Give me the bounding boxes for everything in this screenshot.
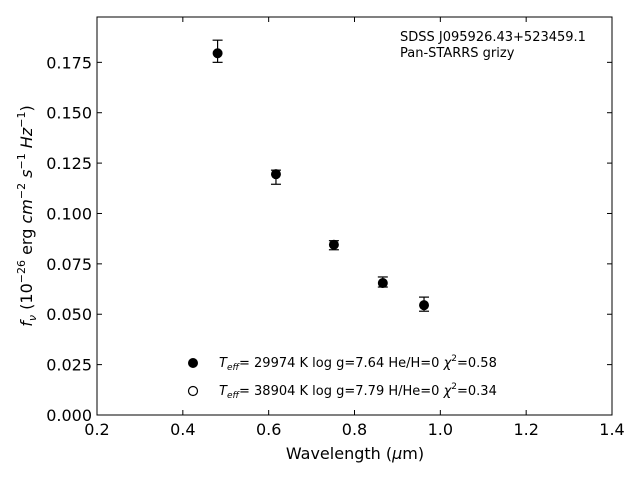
annotation-object-name: SDSS J095926.43+523459.1 [400,30,586,45]
data-point [270,169,281,180]
legend-entry-2: Teff= 38904 K log g=7.79 H/He=0 χ2=0.34 [219,382,497,401]
data-point [377,278,388,289]
x-tick-label: 1.0 [428,420,453,439]
x-tick-label: 1.2 [513,420,538,439]
x-axis-label: Wavelength (μm) [286,444,424,463]
y-tick-label: 0.025 [46,356,92,375]
data-point [328,239,339,250]
x-tick-label: 0.6 [256,420,281,439]
x-axis-ticks: 0.2 0.4 0.6 0.8 1.0 1.2 1.4 [84,17,625,439]
x-tick-label: 0.2 [84,420,109,439]
data-point [419,300,430,311]
x-tick-label: 1.4 [599,420,624,439]
annotation-survey: Pan-STARRS grizy [400,46,515,61]
y-tick-label: 0.000 [46,406,92,425]
legend-marker-open [187,385,199,397]
y-tick-label: 0.125 [46,154,92,173]
y-tick-label: 0.050 [46,305,92,324]
data-point [212,48,223,59]
y-tick-label: 0.075 [46,255,92,274]
y-tick-label: 0.100 [46,204,92,223]
x-tick-label: 0.4 [170,420,195,439]
y-axis-label: fν (10−26 erg cm−2 s−1 Hz−1) [15,105,39,326]
legend-entry-1: Teff= 29974 K log g=7.64 He/H=0 χ2=0.58 [219,354,497,373]
legend: Teff= 29974 K log g=7.64 He/H=0 χ2=0.58 … [187,354,497,401]
legend-marker-filled [188,358,198,368]
y-tick-label: 0.150 [46,104,92,123]
y-tick-label: 0.175 [46,53,92,72]
data-points [212,39,430,312]
x-tick-label: 0.8 [342,420,367,439]
y-axis-ticks: 0.000 0.025 0.050 0.075 0.100 0.125 0.150 0.175 [46,53,612,425]
